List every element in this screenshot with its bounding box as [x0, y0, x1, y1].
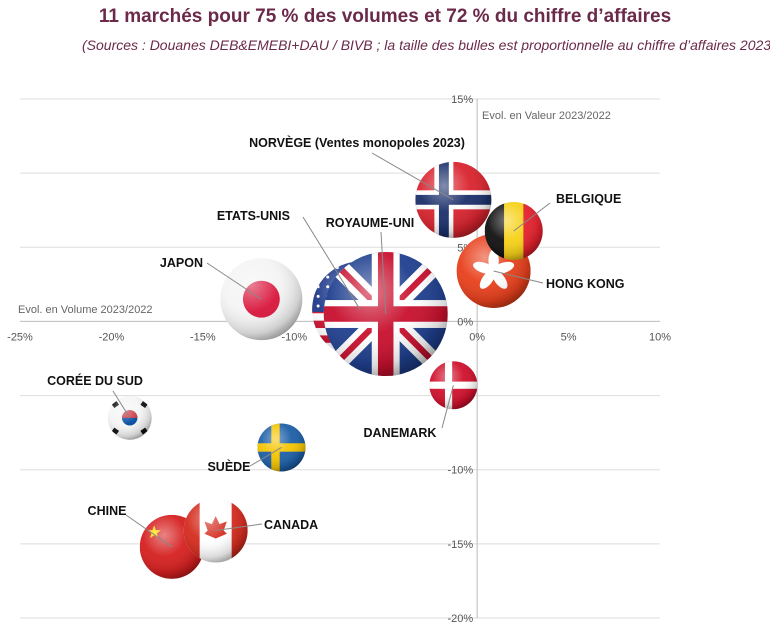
bubble-canada	[183, 498, 248, 563]
leader-line	[125, 514, 173, 548]
leader-line	[371, 152, 454, 201]
x-tick-label: 0%	[469, 331, 485, 343]
x-tick-label: -15%	[190, 331, 216, 343]
bubble-belgium	[484, 201, 543, 260]
leader-line	[441, 385, 454, 429]
leader-line	[513, 202, 551, 232]
bubble-japan	[220, 258, 303, 341]
country-label: CHINE	[88, 504, 127, 518]
y-tick-label: 0%	[457, 316, 473, 328]
country-label: CORÉE DU SUD	[47, 373, 143, 388]
x-tick-label: -10%	[281, 331, 307, 343]
leader-line	[380, 231, 387, 315]
leader-line	[206, 262, 262, 300]
leader-line	[215, 523, 263, 532]
x-tick-label: -25%	[7, 331, 33, 343]
chart-subtitle: (Sources : Douanes DEB&EMEBI+DAU / BIVB …	[82, 37, 770, 53]
x-axis-label: Evol. en Volume 2023/2022	[18, 304, 153, 316]
country-label: DANEMARK	[364, 426, 437, 440]
x-tick-label: 5%	[561, 331, 577, 343]
x-tick-label: -20%	[99, 331, 125, 343]
y-tick-label: -20%	[447, 613, 473, 625]
country-label: ROYAUME-UNI	[326, 216, 414, 230]
country-label: ETATS-UNIS	[217, 209, 290, 223]
y-tick-label: -15%	[447, 539, 473, 551]
country-label: JAPON	[160, 256, 203, 270]
chart-title: 11 marchés pour 75 % des volumes et 72 %…	[98, 6, 672, 27]
y-tick-label: 15%	[451, 94, 473, 106]
leader-line	[493, 270, 544, 284]
y-tick-label: -10%	[447, 465, 473, 477]
leader-line	[249, 447, 282, 467]
leader-line	[112, 390, 131, 419]
leader-line	[302, 216, 361, 310]
country-label: CANADA	[264, 518, 318, 532]
country-label: HONG KONG	[546, 277, 624, 291]
country-label: SUÈDE	[207, 459, 250, 474]
x-tick-label: 10%	[649, 331, 671, 343]
country-label: BELGIQUE	[556, 192, 621, 206]
country-label: NORVÈGE (Ventes monopoles 2023)	[249, 135, 465, 150]
y-axis-label: Evol. en Valeur 2023/2022	[482, 110, 611, 122]
